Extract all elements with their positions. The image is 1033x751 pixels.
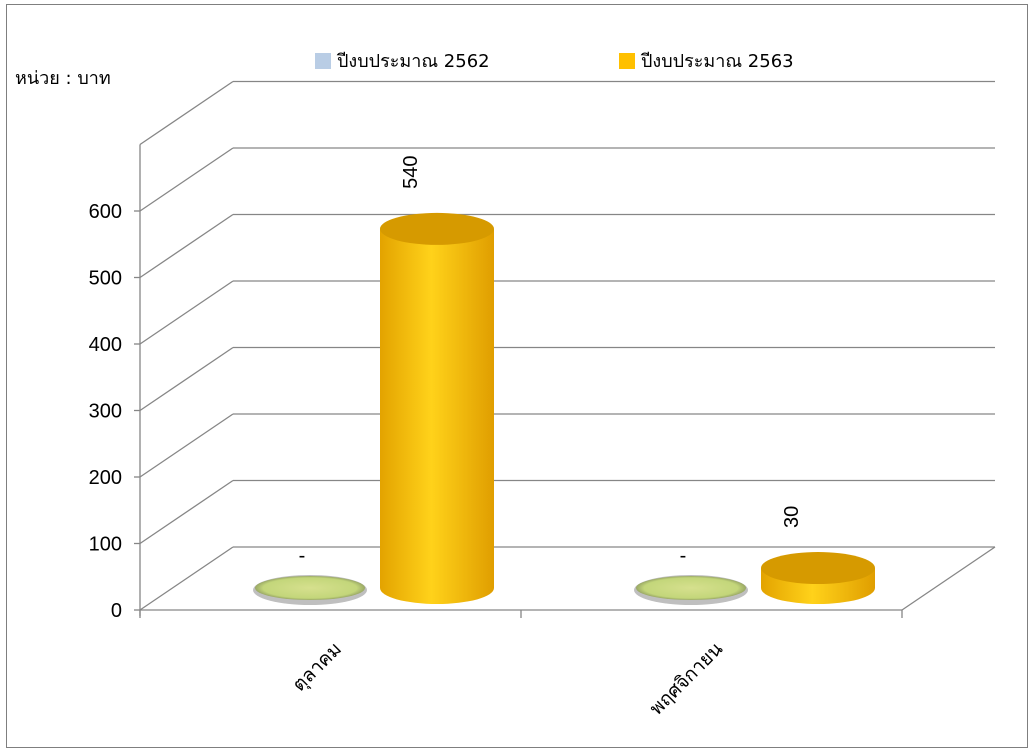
- gridline-side: [139, 213, 234, 279]
- legend-label: ปีงบประมาณ 2563: [641, 51, 794, 72]
- data-label-2563: 540: [400, 156, 422, 189]
- gridline-side: [139, 80, 234, 146]
- y-tick-label: 100: [89, 534, 122, 556]
- x-category-label: ตุลาคม: [288, 638, 347, 697]
- data-label-2563: 30: [781, 506, 803, 528]
- data-label-2562: -: [299, 545, 306, 567]
- bar-2563-top: [761, 552, 875, 585]
- gridline-side: [139, 280, 234, 345]
- gridline-side: [139, 346, 234, 412]
- data-label-2562: -: [680, 545, 687, 567]
- axis-layer: [134, 144, 903, 618]
- y-tick-label: 400: [89, 334, 122, 356]
- chart-frame: 0 100 200 300 400 500 600 ตุลาคม พฤศจิกายน - 540 - 3…: [6, 4, 1028, 748]
- y-tick-label: 500: [89, 268, 122, 290]
- bar-2563-body: [380, 228, 494, 604]
- floor-side-edge: [901, 546, 996, 611]
- grid-layer: [139, 80, 996, 611]
- bar-2562-disc: [636, 576, 746, 600]
- gridline-side: [139, 479, 234, 545]
- y-tick-label: 200: [89, 467, 122, 489]
- bar-layer: [253, 212, 875, 605]
- legend: ปีงบประมาณ 2562 ปีงบประมาณ 2563: [315, 51, 794, 72]
- unit-label: หน่วย : บาท: [15, 68, 111, 89]
- gridline-side: [139, 546, 234, 611]
- bar-2563-top: [380, 212, 494, 245]
- gridline-side: [139, 147, 234, 212]
- legend-label: ปีงบประมาณ 2562: [337, 51, 490, 72]
- legend-swatch: [619, 53, 635, 69]
- bar-2562-disc: [255, 576, 365, 600]
- x-category-label: พฤศจิกายน: [645, 638, 727, 720]
- y-tick-label: 600: [89, 201, 122, 223]
- y-tick-label: 0: [111, 600, 122, 622]
- y-tick-label: 300: [89, 401, 122, 423]
- legend-swatch: [315, 53, 331, 69]
- gridline-side: [139, 413, 234, 478]
- bar-chart: 0 100 200 300 400 500 600 ตุลาคม พฤศจิกายน - 540 - 3…: [15, 51, 996, 720]
